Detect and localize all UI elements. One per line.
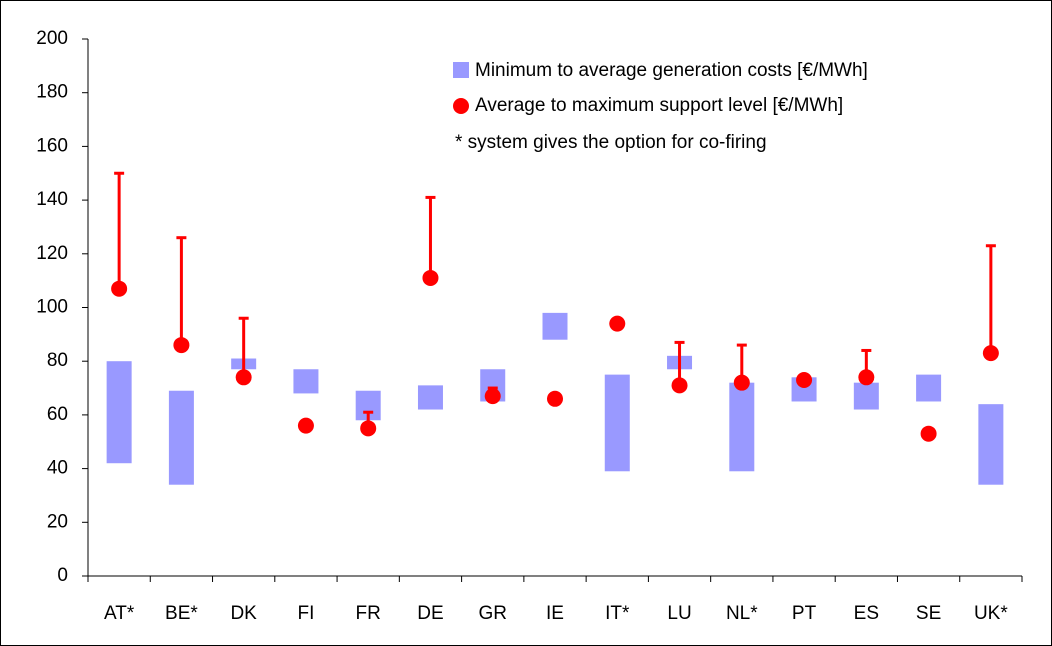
support-avg-dot	[733, 374, 750, 391]
x-tick-label: PT	[792, 603, 817, 624]
support-avg-dot	[173, 337, 190, 354]
legend-swatch	[453, 98, 469, 114]
support-avg-dot	[235, 369, 252, 386]
x-tick-label: BE*	[165, 603, 198, 624]
support-avg-dot	[297, 417, 314, 434]
y-tick-label: 160	[36, 135, 68, 156]
support-avg-dot	[547, 390, 563, 407]
support-avg-dot	[796, 371, 813, 388]
annotation: * system gives the option for co-firing	[455, 132, 767, 153]
support-avg-dot	[858, 369, 875, 386]
cost-range-bar	[604, 374, 630, 472]
support-avg-dot	[360, 420, 377, 437]
support-avg-dot	[920, 425, 937, 442]
x-tick-label: AT*	[104, 603, 135, 624]
x-tick-label: DK	[230, 603, 257, 624]
x-tick-label: SE	[916, 603, 941, 624]
legend-swatch	[453, 62, 469, 78]
x-tick-label: LU	[667, 603, 691, 624]
cost-range-bar	[106, 361, 132, 464]
x-tick-label: FR	[356, 603, 381, 624]
support-avg-dot	[422, 269, 439, 286]
support-avg-dot	[484, 388, 501, 405]
x-tick-label: ES	[854, 603, 879, 624]
x-tick-label: FI	[297, 603, 314, 624]
cost-range-bar	[978, 404, 1004, 485]
x-tick-label: IE	[546, 603, 564, 624]
x-tick-label: UK*	[974, 603, 1008, 624]
support-avg-dot	[111, 280, 128, 297]
support-avg-dot	[671, 377, 688, 394]
cost-range-bar	[168, 390, 194, 485]
y-tick-label: 80	[47, 350, 68, 371]
y-tick-label: 0	[57, 565, 68, 586]
cost-range-bar	[916, 374, 942, 402]
cost-range-bar	[729, 382, 755, 472]
y-tick-label: 20	[47, 511, 68, 532]
y-tick-label: 60	[47, 404, 68, 425]
support-avg-dot	[609, 315, 626, 332]
x-tick-label: IT*	[605, 603, 630, 624]
cost-range-bar	[417, 385, 443, 410]
x-tick-label: GR	[478, 603, 507, 624]
legend-label: Minimum to average generation costs [€/M…	[475, 60, 868, 81]
y-tick-label: 120	[36, 243, 68, 264]
x-tick-label: NL*	[726, 603, 758, 624]
legend-box	[446, 54, 1022, 166]
y-tick-label: 140	[36, 189, 68, 210]
cost-range-bar	[542, 312, 568, 340]
cost-range-bar	[853, 382, 879, 410]
y-tick-label: 180	[36, 82, 68, 103]
y-tick-label: 200	[36, 28, 68, 49]
y-tick-label: 100	[36, 297, 68, 318]
legend-label: Average to maximum support level [€/MWh]	[475, 95, 843, 116]
y-tick-label: 40	[47, 458, 68, 479]
cost-range-bar	[293, 369, 319, 394]
support-avg-dot	[982, 345, 999, 362]
x-tick-label: DE	[417, 603, 443, 624]
